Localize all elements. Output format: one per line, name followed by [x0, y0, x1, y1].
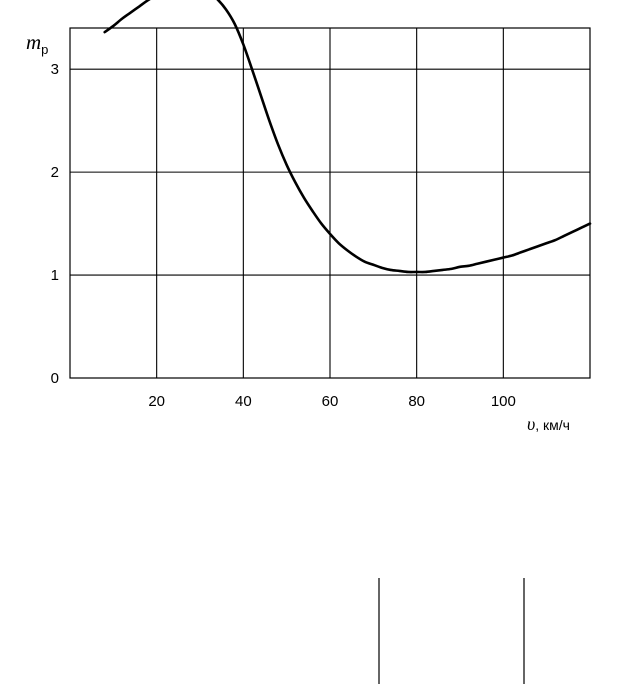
x-axis-label-unit: , км/ч	[535, 417, 570, 433]
y-axis-label-subscript: р	[41, 42, 48, 57]
y-tick-label: 1	[51, 267, 59, 284]
series-line	[103, 0, 592, 274]
x-axis-label: υ, км/ч	[527, 414, 570, 434]
grid-lines	[70, 28, 590, 378]
x-tick-label: 60	[322, 393, 339, 410]
tick-labels: 20 40 60 80 100 0 1 2 3	[51, 61, 516, 410]
x-axis-label-symbol: υ	[527, 414, 535, 434]
x-tick-label: 100	[491, 393, 516, 410]
y-tick-label: 3	[51, 61, 59, 78]
y-tick-label: 0	[51, 370, 59, 387]
x-tick-label: 40	[235, 393, 252, 410]
x-tick-label: 80	[408, 393, 425, 410]
x-tick-label: 20	[148, 393, 165, 410]
y-axis-label: mр	[26, 30, 48, 57]
y-tick-label: 2	[51, 164, 59, 181]
y-axis-label-symbol: m	[26, 30, 41, 54]
